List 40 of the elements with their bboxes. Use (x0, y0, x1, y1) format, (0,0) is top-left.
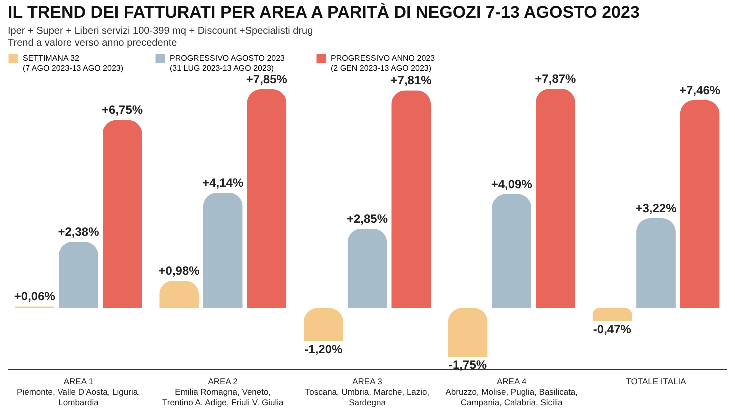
data-label: +4,09% (491, 177, 533, 192)
data-label: +7,46% (680, 83, 721, 98)
bar (680, 100, 720, 308)
bar (102, 120, 142, 308)
bar (392, 90, 432, 308)
bar (59, 242, 98, 308)
x-tick-label: AREA 4 Abruzzo, Molise, Puglia, Basilicata, Campania, Calabria, Sicilia (446, 376, 578, 408)
data-label: +0,06% (14, 290, 56, 304)
bar (592, 308, 632, 322)
data-label: +3,22% (636, 202, 678, 216)
bar (536, 89, 576, 308)
data-label: +2,38% (58, 224, 100, 239)
data-label: -1,20% (304, 342, 344, 357)
legend-label: PROGRESSIVO ANNO 2023 (2 GEN 2023-13 AGO 2023) (331, 54, 436, 73)
data-label: -1,75% (449, 358, 488, 372)
data-label: +0,98% (158, 264, 200, 278)
bar (160, 280, 200, 308)
x-tick-label: AREA 3 Toscana, Umbria, Marche, Lazio, Sardegna (305, 376, 430, 408)
x-tick-label: AREA 1 Piemonte, Valle D'Aosta, Liguria, Lombardia (17, 376, 140, 408)
bar (636, 218, 676, 308)
text: Trend a valore verso anno precedente (8, 38, 178, 49)
data-label: +7,81% (390, 74, 432, 88)
data-label: +6,75% (102, 103, 144, 118)
legend-label: SETTIMANA 32 (7 AGO 2023-13 AGO 2023) (23, 54, 124, 73)
bar (492, 194, 532, 308)
legend-label: PROGRESSIVO AGOSTO 2023 (31 LUG 2023-13 AGO 2023) (170, 54, 286, 73)
bar (247, 90, 287, 308)
chart-title: IL TREND DEI FATTURATI PER AREA A PARITÀ DI NEGOZI 7-13 AGOSTO 2023 (8, 2, 640, 22)
bar (304, 308, 344, 342)
bar (203, 192, 243, 308)
data-label: +4,14% (202, 176, 244, 190)
bar (448, 308, 488, 357)
data-label: +2,85% (346, 212, 388, 226)
data-label: -0,47% (593, 322, 632, 336)
x-tick-label: TOTALE ITALIA (626, 376, 687, 386)
data-label: +7,85% (246, 72, 288, 87)
data-label: +7,87% (535, 72, 577, 86)
x-tick-label: AREA 2 Emilia Romagna, Veneto, Trentino A. Adige, Friuli V. Giulia (162, 376, 284, 408)
chart-subtitle: Iper + Super + Liberi servizi 100-399 mq + Discount +Specialisti drug (8, 26, 314, 37)
bar (348, 228, 388, 308)
